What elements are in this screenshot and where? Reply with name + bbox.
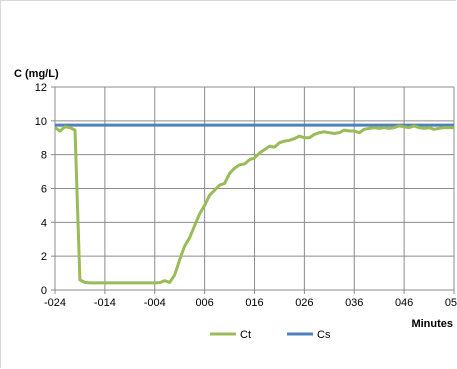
x-tick-label: -014 [94, 297, 116, 309]
y-tick-label: 10 [35, 116, 47, 128]
y-tick-label: 0 [41, 285, 47, 297]
y-tick-label: 4 [41, 217, 47, 229]
x-tick-label: 046 [395, 297, 413, 309]
x-tick-label: 006 [195, 297, 213, 309]
grid [55, 86, 455, 290]
axes [51, 86, 455, 294]
legend-label-cs: Cs [317, 329, 331, 341]
legend: Ct Cs [210, 329, 331, 341]
x-tick-label: 026 [295, 297, 313, 309]
series-lines [54, 123, 454, 285]
x-tick-label: -024 [44, 297, 66, 309]
y-tick-label: 8 [41, 150, 47, 162]
x-tick-label: 036 [345, 297, 363, 309]
x-tick-label: 016 [245, 297, 263, 309]
series-line-ct [54, 124, 454, 285]
y-axis-label: C (mg/L) [14, 68, 59, 80]
x-tick-labels: -024 -014 -004 006 016 026 036 046 056 [44, 297, 457, 309]
x-tick-label: 056 [445, 297, 457, 309]
y-tick-labels: 0 2 4 6 8 10 12 [35, 82, 47, 297]
x-axis-label: Minutes [411, 318, 453, 330]
y-tick-label: 12 [35, 82, 47, 94]
x-tick-label: -004 [144, 297, 166, 309]
y-tick-label: 2 [41, 251, 47, 263]
legend-label-ct: Ct [240, 329, 251, 341]
y-tick-label: 6 [41, 184, 47, 196]
